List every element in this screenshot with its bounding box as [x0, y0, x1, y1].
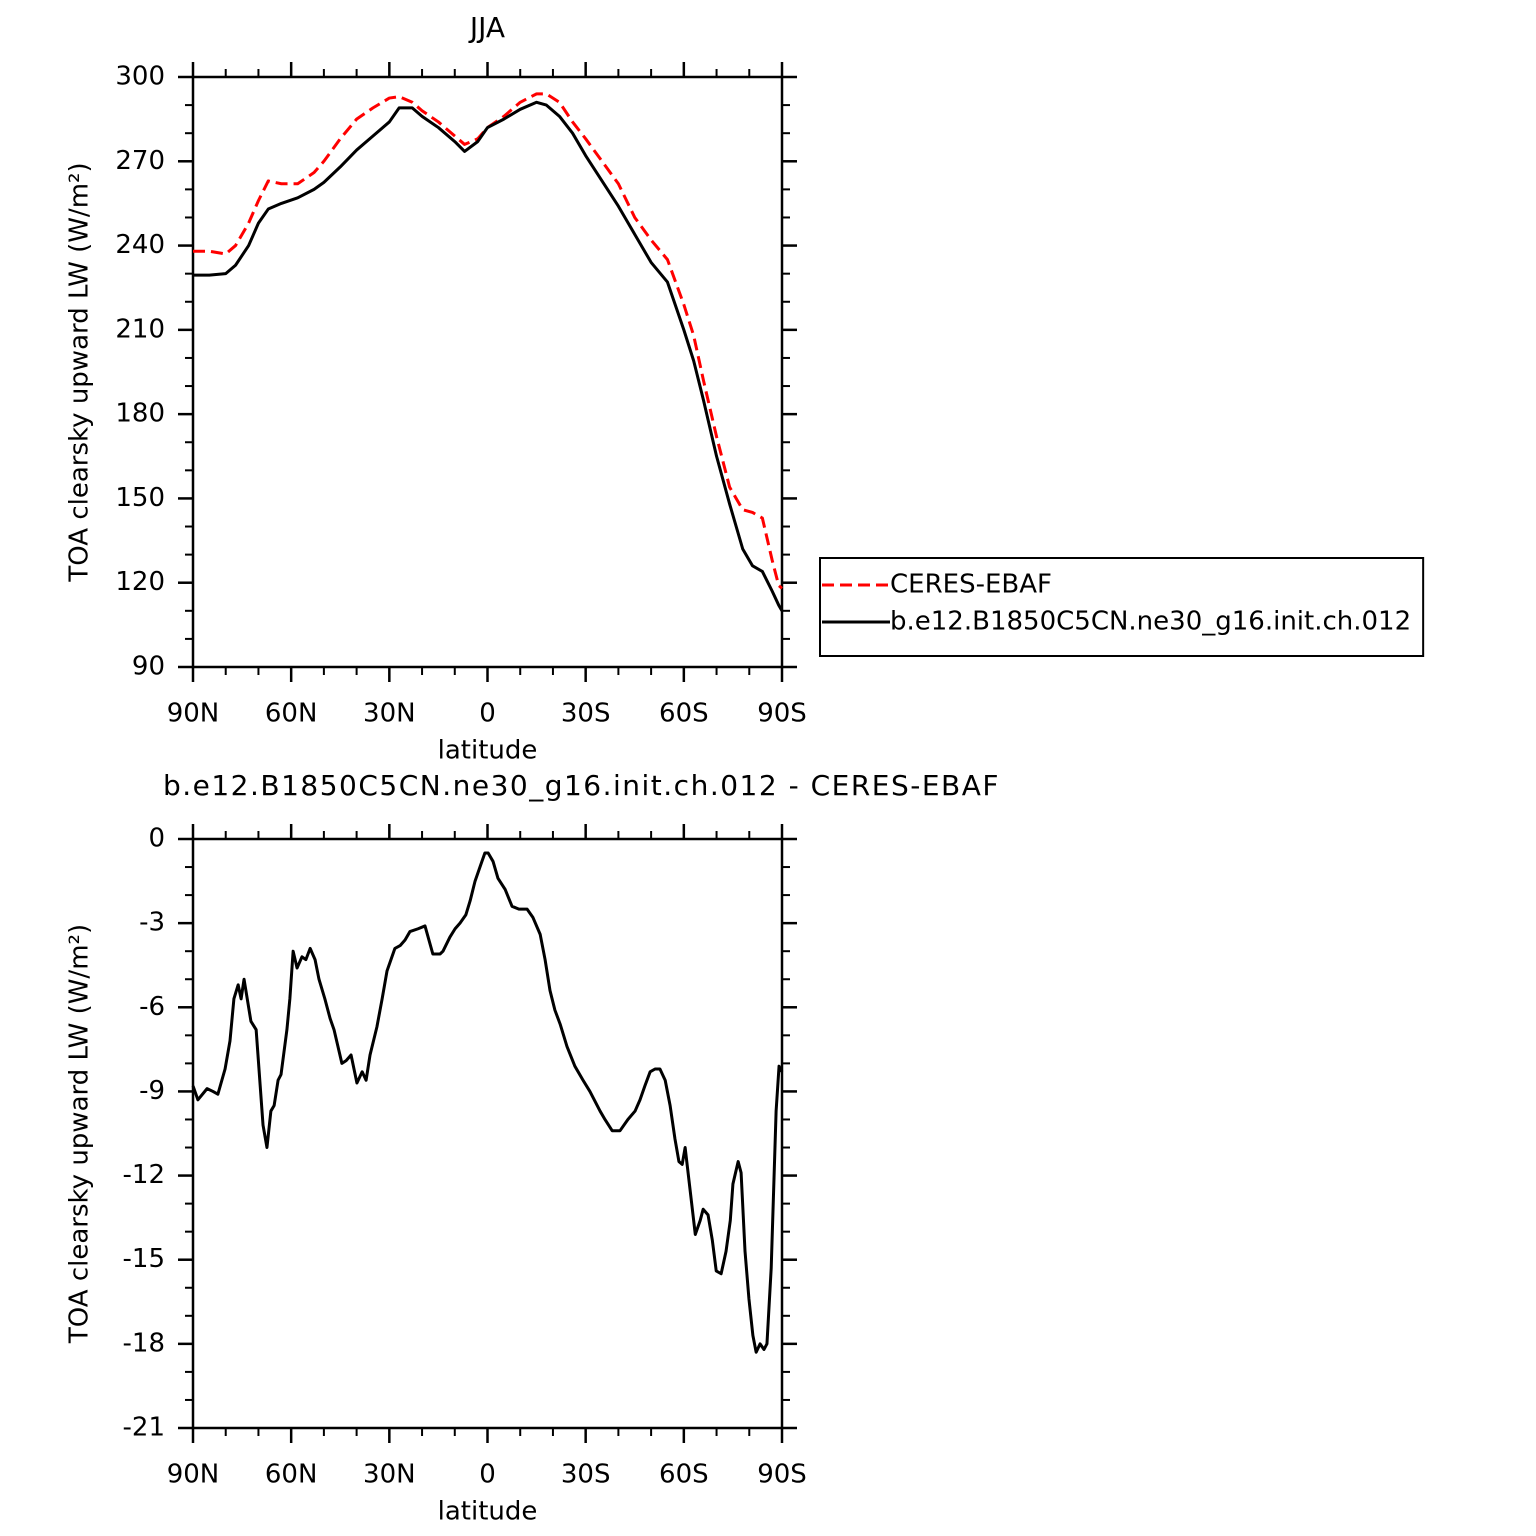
y-tick-label: 150 — [115, 483, 165, 513]
x-tick-label: 0 — [479, 699, 496, 729]
data-line — [191, 851, 784, 1354]
y-tick-label: 300 — [115, 62, 165, 92]
y-tick-label: -21 — [123, 1413, 165, 1443]
plot-frame — [191, 75, 784, 669]
y-tick-label: 210 — [115, 314, 165, 344]
y-tick-label: 240 — [115, 230, 165, 260]
x-tick-label: 30S — [561, 1460, 611, 1490]
x-tick-label: 90S — [757, 1460, 807, 1490]
x-tick-label: 30N — [363, 699, 416, 729]
y-tick-label: 270 — [115, 146, 165, 176]
y-axis-label: TOA clearsky upward LW (W/m²) — [65, 162, 95, 582]
x-tick-label: 90N — [167, 1460, 220, 1490]
x-tick-label: 30S — [561, 699, 611, 729]
x-tick-label: 0 — [479, 1460, 496, 1490]
y-tick-label: 90 — [132, 652, 165, 682]
x-tick-label: 60S — [659, 699, 709, 729]
y-tick-label: 180 — [115, 399, 165, 429]
x-tick-label: 90N — [167, 699, 220, 729]
legend-box — [819, 557, 1425, 657]
legend: CERES-EBAF b.e12.B1850C5CN.ne30_g16.init.… — [819, 557, 1425, 657]
data-line — [193, 92, 783, 590]
y-tick-label: -18 — [123, 1328, 165, 1358]
data-line — [193, 100, 784, 612]
x-tick-label: 90S — [757, 699, 807, 729]
x-axis-label: latitude — [438, 736, 538, 766]
x-tick-label: 60N — [265, 1460, 318, 1490]
x-axis-label: latitude — [438, 1497, 538, 1527]
x-tick-label: 60N — [265, 699, 318, 729]
legend-label: CERES-EBAF — [890, 570, 1052, 600]
y-tick-label: -9 — [139, 1076, 165, 1106]
chart-title: b.e12.B1850C5CN.ne30_g16.init.ch.012 - C… — [163, 769, 1000, 802]
x-tick-label: 30N — [363, 1460, 416, 1490]
plot-frame — [191, 837, 784, 1430]
legend-label: b.e12.B1850C5CN.ne30_g16.init.ch.012 — [890, 607, 1411, 637]
y-axis-label: TOA clearsky upward LW (W/m²) — [65, 924, 95, 1344]
y-tick-label: -15 — [123, 1244, 165, 1274]
x-tick-label: 60S — [659, 1460, 709, 1490]
y-tick-label: 0 — [148, 824, 165, 854]
y-tick-label: -12 — [123, 1160, 165, 1190]
y-tick-label: 120 — [115, 567, 165, 597]
y-tick-label: -3 — [139, 908, 165, 938]
y-tick-label: -6 — [139, 992, 165, 1022]
chart-title: JJA — [468, 11, 505, 44]
